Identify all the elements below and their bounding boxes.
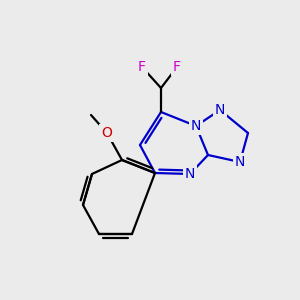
Text: N: N	[235, 155, 245, 169]
Text: N: N	[191, 119, 201, 133]
Text: O: O	[102, 126, 112, 140]
Text: F: F	[173, 60, 181, 74]
Text: N: N	[215, 103, 225, 117]
Text: N: N	[185, 167, 195, 181]
Text: F: F	[138, 60, 146, 74]
